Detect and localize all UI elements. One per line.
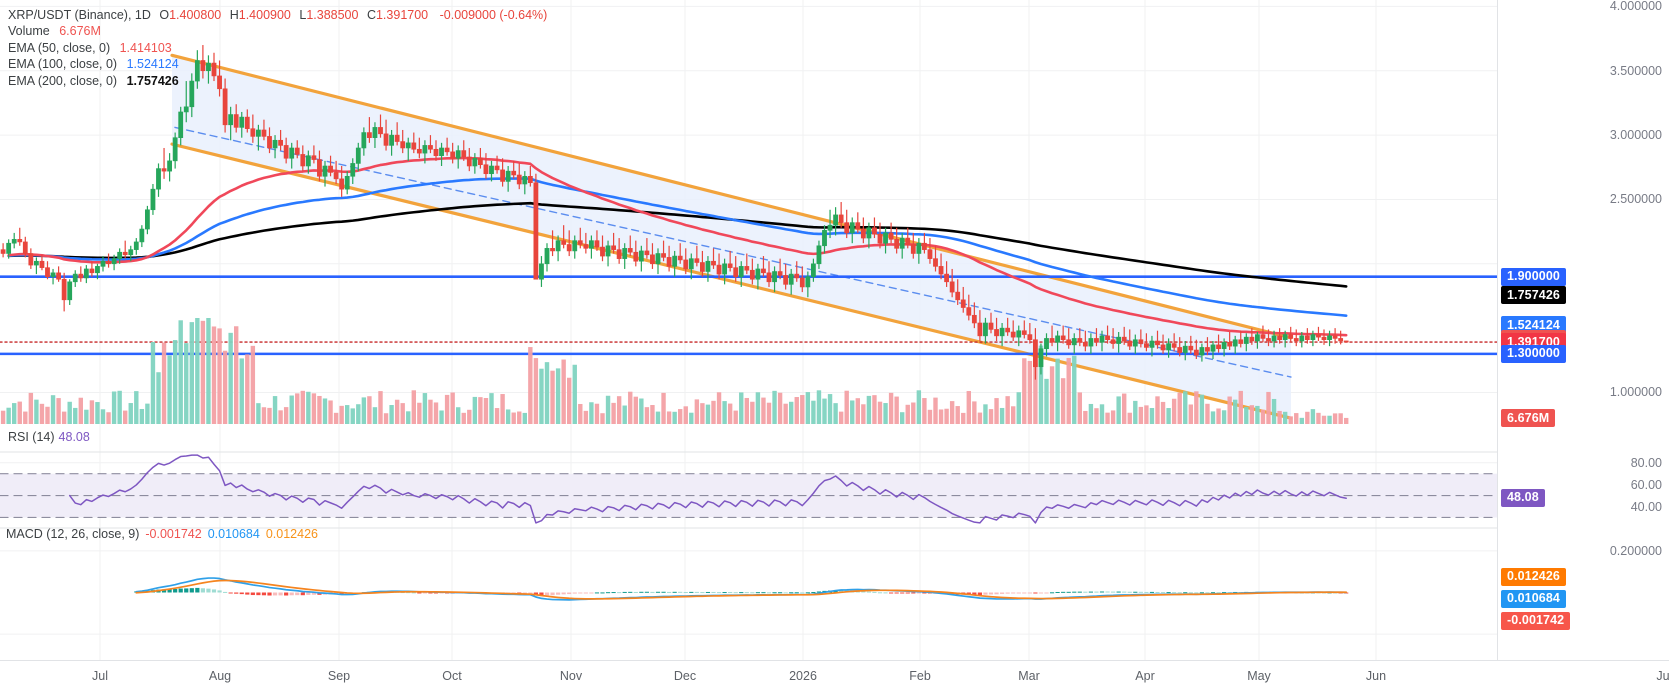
macd-tick: 0.200000 (1609, 543, 1662, 558)
time-tick-label: May (1247, 669, 1271, 683)
volume-badge[interactable]: 6.676M (1501, 409, 1556, 427)
support-level[interactable]: 1.300000 (1501, 344, 1566, 363)
rsi-line (68, 454, 1347, 524)
resistance-level[interactable]: 1.900000 (1501, 267, 1566, 286)
time-scale[interactable]: Jul Aug Sep Oct Nov Dec 2026 Feb Mar Apr May Jun Ju (0, 660, 1669, 692)
channel-midline (174, 126, 1292, 378)
time-tick-label: Feb (909, 669, 931, 683)
time-tick-label: Mar (1018, 669, 1040, 683)
macd-curve (135, 579, 1348, 600)
price-tick: 2.500000 (1609, 192, 1662, 207)
time-tick-label: Sep (327, 669, 351, 683)
channel-lower-line (170, 142, 1293, 420)
macd-hist-badge[interactable]: -0.001742 (1501, 611, 1571, 630)
rsi-badge[interactable]: 48.08 (1501, 488, 1545, 507)
chart-plot-area[interactable] (0, 0, 1497, 660)
price-tick: 1.000000 (1609, 385, 1662, 400)
price-tick: 3.000000 (1609, 128, 1662, 143)
rsi-tick: 60.00 (1630, 477, 1662, 492)
macd-line-badge[interactable]: 0.010684 (1501, 589, 1566, 608)
time-tick-label: Oct (442, 669, 462, 683)
time-tick-label: Dec (673, 669, 697, 683)
time-tick-label: 2026 (789, 669, 817, 683)
ema-line (7, 156, 1348, 337)
ema-line (7, 201, 1348, 288)
ema200-badge[interactable]: 1.757426 (1501, 286, 1566, 304)
candlestick-series[interactable] (0, 45, 1349, 380)
time-tick-label: Nov (559, 669, 583, 683)
price-tick: 4.000000 (1609, 0, 1662, 14)
time-tick-label: Jun (1365, 669, 1387, 683)
chart-canvas[interactable] (0, 0, 1497, 660)
channel-upper-line (170, 53, 1293, 340)
time-tick-label: Jul (92, 669, 108, 683)
time-tick-label: Ju (1656, 669, 1669, 683)
macd-curve (135, 577, 1348, 601)
ema100-badge[interactable]: 1.524124 (1501, 316, 1566, 335)
macd-signal-badge[interactable]: 0.012426 (1501, 567, 1566, 586)
price-scale[interactable]: 4.000000 3.500000 3.000000 2.500000 1.000000… (1497, 0, 1669, 660)
rsi-tick: 40.00 (1630, 499, 1662, 514)
volume-bars (0, 318, 1349, 424)
rsi-tick: 80.00 (1630, 455, 1662, 470)
price-tick: 3.500000 (1609, 63, 1662, 78)
time-tick-label: Aug (208, 669, 232, 683)
ema-line (7, 177, 1348, 317)
time-tick-label: Apr (1135, 669, 1155, 683)
